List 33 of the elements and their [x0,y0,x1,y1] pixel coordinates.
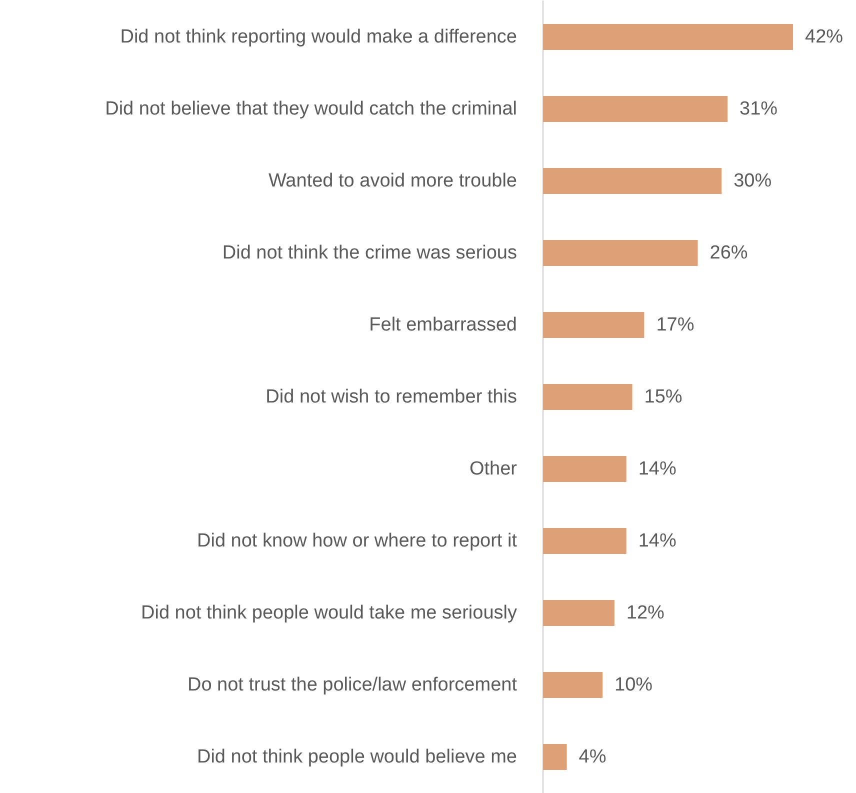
bar [543,744,567,770]
data-label: 14% [638,458,676,480]
y-tick-label: Did not think the crime was serious [222,242,517,264]
data-label: 12% [626,602,665,624]
data-label: 15% [644,386,682,408]
y-tick-label: Did not wish to remember this [266,386,517,408]
data-label: 42% [805,26,844,48]
y-tick-label: Did not think reporting would make a difference [120,26,517,48]
y-tick-label: Did not believe that they would catch the criminal [105,98,517,120]
data-label: 10% [614,674,653,696]
bar [543,312,644,338]
bar [543,96,728,122]
bar [543,672,603,698]
data-label: 26% [710,242,748,264]
y-tick-label: Other [469,458,518,480]
y-tick-label: Do not trust the police/law enforcement [187,674,518,696]
bar [543,168,722,194]
y-tick-label: Did not know how or where to report it [197,530,518,552]
bar [543,24,793,50]
bar [543,240,698,266]
data-label: 4% [578,746,606,768]
data-label: 17% [656,314,694,336]
data-label: 30% [734,170,772,192]
y-tick-label: Did not think people would take me seriously [141,602,518,624]
bar [543,456,626,482]
data-label: 14% [638,530,676,552]
y-tick-label: Wanted to avoid more trouble [268,170,517,192]
bar [543,528,626,554]
y-tick-label: Felt embarrassed [369,314,517,336]
y-tick-label: Did not think people would believe me [196,746,517,768]
bar [543,384,632,410]
bar [543,600,614,626]
data-label: 31% [740,98,778,120]
